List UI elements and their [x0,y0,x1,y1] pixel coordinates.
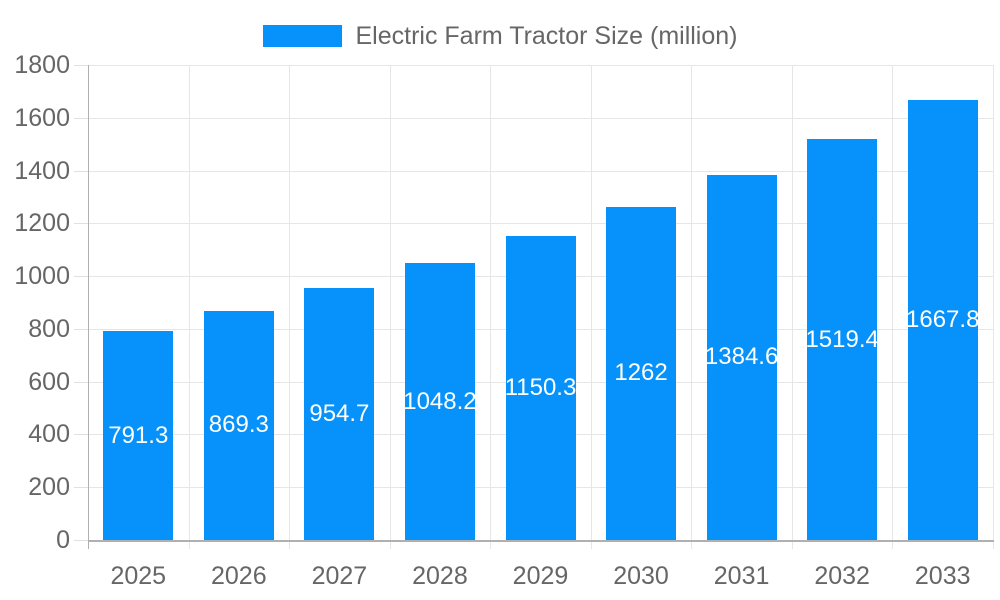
x-gridline [289,65,291,549]
y-axis-label: 1400 [14,156,70,185]
bar[interactable]: 954.7 [304,288,375,540]
bar[interactable]: 791.3 [103,331,174,540]
x-axis-label: 2031 [713,562,770,590]
x-gridline [993,65,994,549]
x-gridline [590,65,592,549]
y-axis-label: 1000 [14,262,70,291]
y-axis-label: 1800 [14,51,70,79]
y-axis-tick [74,487,88,489]
bar-value-label: 1150.3 [504,374,577,402]
x-axis-label: 2028 [412,562,468,590]
bar[interactable]: 1519.4 [805,139,879,540]
x-gridline [892,65,894,549]
bar[interactable]: 1667.8 [906,99,980,540]
x-axis-line [88,540,994,542]
x-gridline [691,65,693,549]
x-gridline [490,65,492,549]
bar-value-label: 1048.2 [403,387,477,415]
bar-value-label: 1667.8 [906,305,980,333]
y-axis-label: 1200 [14,209,70,238]
bar-value-label: 791.3 [108,421,169,449]
legend[interactable]: Electric Farm Tractor Size (million) [0,22,1000,50]
y-gridline [88,117,993,119]
y-axis-tick [74,434,88,436]
y-axis-tick [74,170,88,172]
bar[interactable]: 869.3 [203,310,274,540]
y-gridline [88,65,993,66]
y-axis-label: 800 [28,314,70,343]
y-axis-tick [74,381,88,383]
y-axis-label: 400 [28,420,70,449]
y-axis-label: 200 [28,473,70,502]
x-axis-label: 2033 [914,562,971,590]
y-axis-tick [74,276,88,278]
legend-swatch-icon [262,25,342,47]
x-axis-label: 2030 [613,562,669,590]
bar[interactable]: 1262 [606,206,677,540]
y-axis-tick [74,540,88,541]
plot-area: 0 200 400 600 800 1000 1200 1400 1600 1800 791.3 20… [14,51,994,590]
x-axis-label: 2027 [311,562,368,590]
x-axis-label: 2029 [512,562,569,590]
x-axis-label: 2032 [814,562,870,590]
bar-value-label: 954.7 [309,400,370,428]
y-axis-line [88,65,89,549]
bar-value-label: 1262 [614,359,668,387]
bar[interactable]: 1384.6 [704,174,779,540]
chart-title: Electric Farm Tractor Size (million) [355,22,738,50]
x-axis-label: 2026 [211,562,267,590]
y-axis-label: 1600 [14,103,70,132]
bar-value-label: 1519.4 [805,325,879,353]
y-axis-tick [74,328,88,330]
bar[interactable]: 1048.2 [403,263,477,540]
y-axis-label: 600 [28,367,70,396]
y-axis-tick [74,65,88,66]
y-axis-tick [74,117,88,119]
x-gridline [389,65,391,549]
x-gridline [791,65,793,549]
y-gridline [88,170,993,172]
y-axis-label: 0 [56,526,70,554]
x-axis-label: 2025 [110,562,167,590]
bar[interactable]: 1150.3 [504,236,577,540]
y-gridline [88,223,993,225]
bar-value-label: 1384.6 [704,343,779,371]
y-axis-tick [74,223,88,225]
bar-value-label: 869.3 [208,411,269,439]
x-gridline [188,65,190,549]
